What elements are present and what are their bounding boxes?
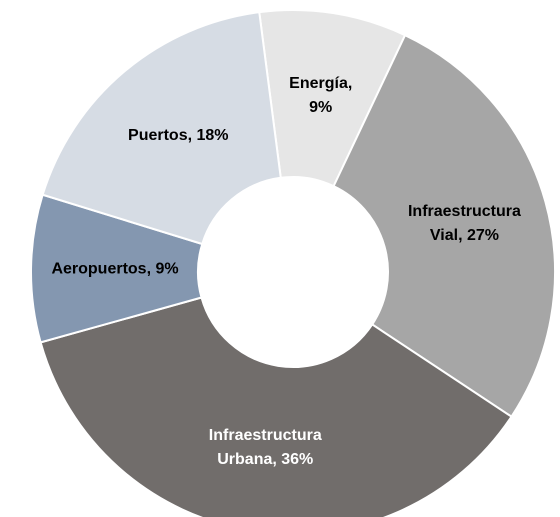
slice <box>258 9 407 188</box>
slice-label: Aeropuertos, 9% <box>51 261 178 278</box>
slice-label-line: 9% <box>309 99 332 116</box>
slice-label-line: Urbana, 36% <box>217 451 313 468</box>
slice-label: Infraestructura Urbana, 36% <box>209 427 322 468</box>
slice-label: Infraestructura Vial, 27% <box>408 203 521 244</box>
slice <box>332 33 556 419</box>
slice-label: Energía, 9% <box>289 75 352 116</box>
slice <box>39 296 513 517</box>
slice-label-line: Puertos, 18% <box>128 127 228 144</box>
slice-label-line: Aeropuertos, 9% <box>51 261 178 278</box>
slice-label: Puertos, 18% <box>128 127 228 144</box>
slice-label-line: Infraestructura <box>209 427 322 444</box>
slice-label-line: Vial, 27% <box>430 227 499 244</box>
slice-label-line: Energía, <box>289 75 352 92</box>
slice-label-line: Infraestructura <box>408 203 521 220</box>
slice <box>41 11 282 246</box>
